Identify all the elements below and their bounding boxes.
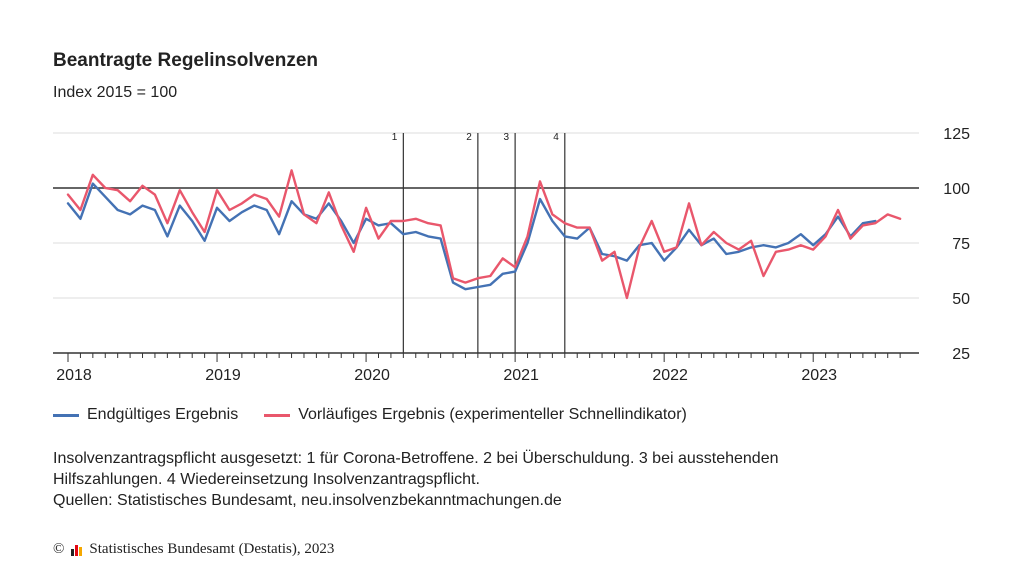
x-tick-label: 2022 [652, 367, 688, 384]
copyright: © Statistisches Bundesamt (Destatis), 20… [53, 541, 334, 558]
y-tick-label: 50 [952, 291, 970, 308]
x-tick-label: 2019 [205, 367, 241, 384]
copyright-symbol: © [53, 541, 65, 557]
legend-label-preliminary: Vorläufiges Ergebnis (experimenteller Sc… [298, 406, 687, 423]
y-tick-label: 25 [952, 346, 970, 363]
chart-subtitle: Index 2015 = 100 [53, 84, 178, 101]
legend-label-final: Endgültiges Ergebnis [87, 406, 239, 423]
source-note: Quellen: Statistisches Bundesamt, neu.in… [53, 492, 562, 509]
vertical-marker-label: 1 [392, 132, 398, 143]
vertical-marker-label: 2 [466, 132, 472, 143]
y-tick-label: 100 [943, 181, 970, 198]
chart-legend: Endgültiges Ergebnis Vorläufiges Ergebni… [53, 406, 687, 424]
destatis-logo-icon [71, 544, 83, 556]
series-line-preliminary [66, 169, 902, 300]
x-tick-label: 2020 [354, 367, 390, 384]
x-tick-label: 2021 [503, 367, 539, 384]
footnote-line-2: Hilfszahlungen. 4 Wiedereinsetzung Insol… [53, 471, 480, 488]
legend-swatch-final [53, 413, 79, 417]
legend-item-final: Endgültiges Ergebnis [53, 406, 238, 424]
x-tick-label: 2018 [56, 367, 92, 384]
legend-item-preliminary: Vorläufiges Ergebnis (experimenteller Sc… [264, 406, 687, 424]
y-tick-label: 125 [943, 126, 970, 143]
footnote-line-1: Insolvenzantragspflicht ausgesetzt: 1 fü… [53, 450, 779, 467]
x-tick-label: 2023 [801, 367, 837, 384]
chart-title: Beantragte Regelinsolvenzen [53, 50, 319, 71]
vertical-marker-label: 4 [553, 132, 559, 143]
legend-swatch-preliminary [264, 413, 291, 417]
y-tick-label: 75 [952, 236, 970, 253]
copyright-text: Statistisches Bundesamt (Destatis), 2023 [89, 541, 335, 557]
line-chart: 25 50 75 100 125 2018 2019 2020 2021 2022 2023 1 2 3 4 [53, 126, 970, 384]
vertical-marker-label: 3 [504, 132, 510, 143]
series-line-final [66, 182, 877, 291]
footnote: Insolvenzantragspflicht ausgesetzt: 1 fü… [53, 448, 953, 511]
